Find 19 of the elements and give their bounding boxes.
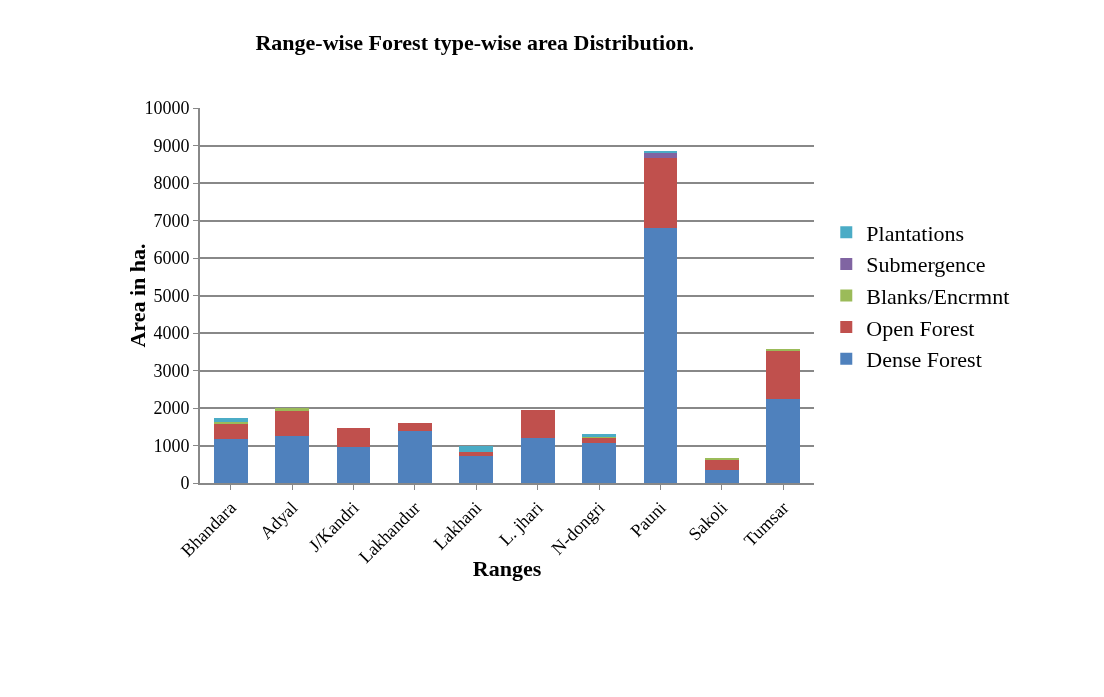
y-tick-label: 10000 (144, 98, 190, 119)
chart-title: Range-wise Forest type-wise area Distribution. (255, 30, 694, 56)
legend-label: Open Forest (866, 315, 975, 341)
y-tick-label: 0 (180, 473, 190, 494)
y-tick-label: 2000 (153, 398, 190, 419)
legend-label: Submergence (866, 252, 986, 278)
y-tick-label: 5000 (153, 285, 190, 306)
legend-label: Blanks/Encrmnt (866, 284, 1010, 310)
legend-label: Dense Forest (866, 347, 982, 373)
y-tick-label: 9000 (153, 135, 190, 156)
y-tick-label: 4000 (153, 323, 190, 344)
y-tick-label: 3000 (153, 360, 190, 381)
y-tick-label: 1000 (153, 435, 190, 456)
y-tick-label: 7000 (153, 210, 190, 231)
legend-label: Plantations (866, 220, 965, 246)
y-axis-title: Area in ha. (125, 243, 150, 348)
y-tick-label: 6000 (153, 248, 190, 269)
x-axis-title: Ranges (472, 555, 542, 581)
y-tick-label: 8000 (153, 173, 190, 194)
